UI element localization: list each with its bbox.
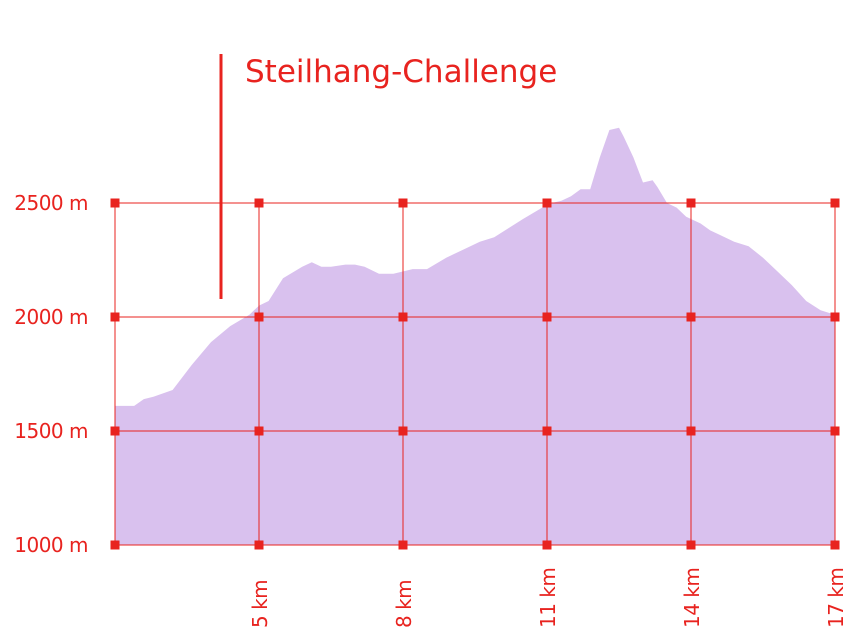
grid-marker [686,312,696,322]
x-tick-label: 8 km [392,580,416,628]
grid-marker [830,312,840,322]
x-tick-label: 17 km [824,568,848,628]
grid-marker [542,426,552,436]
grid-marker [398,426,408,436]
grid-marker [686,540,696,550]
grid-marker [830,198,840,208]
grid-marker [542,540,552,550]
grid-marker [254,540,264,550]
grid-marker [398,312,408,322]
grid-marker [110,426,120,436]
y-tick-label: 2500 m [14,191,88,215]
grid-marker [398,198,408,208]
elevation-profile-area [115,127,835,546]
grid-lines [114,202,836,546]
x-tick-label: 5 km [248,580,272,628]
y-tick-label: 1000 m [14,533,88,557]
grid-marker [398,540,408,550]
y-axis-tick-labels: 1000 m 1500 m 2000 m 2500 m [14,191,88,557]
y-tick-label: 1500 m [14,419,88,443]
grid-markers [110,198,840,550]
y-tick-label: 2000 m [14,305,88,329]
grid-marker [542,312,552,322]
grid-marker [686,426,696,436]
chart-title: Steilhang-Challenge [245,54,557,90]
grid-marker [110,198,120,208]
grid-marker [254,312,264,322]
grid-marker [830,540,840,550]
x-axis-tick-labels: 5 km 8 km 11 km 14 km 17 km [248,568,848,628]
grid-marker [254,426,264,436]
grid-marker [110,312,120,322]
grid-marker [686,198,696,208]
x-tick-label: 11 km [536,568,560,628]
grid-marker [542,198,552,208]
grid-marker [254,198,264,208]
grid-marker [110,540,120,550]
grid-marker [830,426,840,436]
x-tick-label: 14 km [680,568,704,628]
